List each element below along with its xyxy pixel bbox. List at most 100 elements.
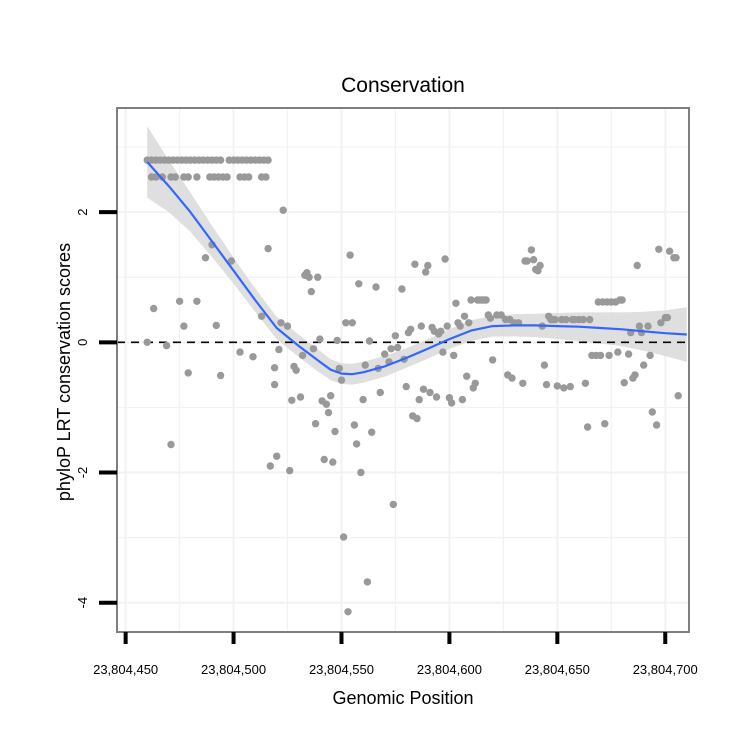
data-point	[467, 296, 475, 304]
data-point	[424, 261, 432, 270]
data-point	[316, 335, 324, 343]
data-point	[216, 371, 225, 380]
data-point	[346, 251, 354, 259]
data-point	[527, 246, 536, 254]
data-point	[519, 379, 527, 387]
data-point	[406, 325, 415, 333]
data-point	[337, 376, 346, 384]
data-point	[296, 393, 305, 401]
data-point	[249, 353, 257, 361]
data-point	[601, 420, 609, 428]
data-point	[432, 393, 441, 401]
data-point	[523, 257, 531, 265]
data-point	[322, 400, 331, 408]
data-point	[551, 315, 559, 324]
data-point	[286, 466, 294, 475]
data-point	[331, 427, 339, 436]
data-point	[605, 351, 613, 360]
data-point	[223, 173, 231, 181]
data-point	[320, 455, 328, 464]
data-point	[560, 384, 568, 392]
data-point	[350, 421, 359, 429]
data-point	[309, 345, 318, 353]
data-point	[288, 396, 296, 404]
data-point	[635, 322, 644, 330]
data-point	[471, 379, 479, 387]
data-point	[614, 348, 622, 356]
y-tick-label: -2	[75, 467, 90, 479]
data-point	[305, 273, 313, 281]
data-point	[348, 319, 356, 327]
data-point	[441, 255, 449, 263]
data-point	[553, 382, 561, 390]
data-point	[624, 350, 633, 358]
data-point	[458, 395, 467, 404]
data-point	[529, 256, 538, 264]
data-point	[359, 395, 367, 404]
data-point	[314, 273, 322, 281]
data-point	[460, 312, 469, 320]
data-point	[566, 382, 574, 391]
data-point	[329, 458, 337, 466]
data-point	[439, 348, 447, 356]
data-point	[411, 260, 419, 268]
data-point	[536, 261, 544, 270]
y-tick-label: -4	[75, 597, 90, 609]
data-point	[171, 173, 179, 181]
data-point	[357, 468, 365, 477]
data-point	[674, 392, 682, 400]
data-point	[363, 578, 372, 586]
data-point	[307, 287, 315, 296]
data-point	[646, 351, 654, 360]
x-tick-label: 23,804,650	[525, 662, 590, 677]
data-point	[344, 608, 352, 616]
data-point	[393, 343, 402, 352]
x-axis: 23,804,450 23,804,500 23,804,550 23,804,600…	[93, 632, 698, 677]
data-point	[402, 382, 410, 391]
data-point	[586, 315, 594, 324]
data-point	[184, 173, 192, 181]
data-point	[486, 314, 495, 322]
data-point	[381, 350, 389, 358]
data-point	[618, 296, 626, 304]
data-point	[298, 351, 307, 360]
data-point	[482, 296, 490, 304]
data-point	[283, 322, 292, 330]
data-point	[262, 173, 270, 181]
data-point	[417, 322, 425, 330]
data-point	[391, 332, 400, 340]
data-point	[342, 319, 350, 327]
y-tick-label: 2	[75, 208, 90, 215]
data-point	[193, 173, 201, 181]
data-point	[184, 369, 192, 377]
data-point	[324, 408, 333, 417]
data-point	[663, 313, 672, 322]
data-point	[216, 156, 225, 164]
x-tick-label: 23,804,550	[309, 662, 374, 677]
data-point	[361, 361, 369, 369]
data-point	[542, 380, 551, 389]
data-point	[311, 420, 320, 428]
data-point	[463, 372, 471, 380]
data-point	[456, 322, 464, 330]
data-point	[201, 254, 210, 262]
data-point	[376, 388, 384, 397]
data-point	[437, 327, 445, 335]
data-point	[581, 379, 590, 387]
plot-panel	[117, 108, 689, 632]
data-point	[672, 254, 680, 262]
smooth-line	[146, 161, 687, 376]
data-point	[175, 297, 184, 305]
x-tick-label: 23,804,500	[201, 662, 266, 677]
data-point	[452, 299, 460, 307]
data-point	[162, 341, 171, 350]
data-point	[665, 247, 674, 255]
y-axis-title: phyloP LRT conservation scores	[54, 243, 74, 501]
data-point	[227, 257, 236, 265]
y-tick-label: 0	[75, 339, 90, 346]
data-point	[365, 337, 374, 345]
data-point	[413, 414, 421, 423]
data-point	[270, 380, 279, 389]
data-point	[652, 421, 661, 429]
